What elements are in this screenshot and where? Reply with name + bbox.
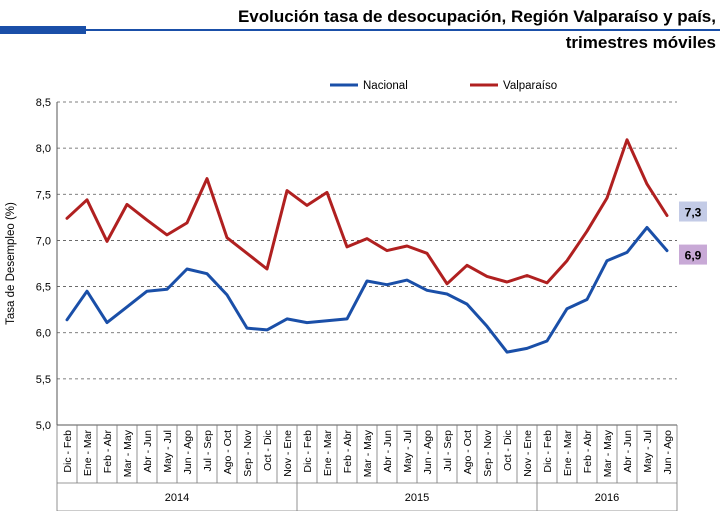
y-tick-label: 7,5	[36, 189, 51, 201]
end-label: 6,9	[685, 249, 702, 263]
x-tick-label: Dic - Feb	[62, 430, 74, 473]
x-tick-label: May - Jul	[162, 430, 174, 473]
x-tick-label: Sep - Nov	[482, 429, 494, 476]
chart-title: Evolución tasa de desocupación, Región V…	[238, 4, 716, 56]
x-tick-label: Ene - Mar	[322, 430, 334, 477]
series-line-valparaso	[65, 138, 669, 286]
y-tick-label: 6,0	[36, 328, 51, 340]
x-tick-label: Jul - Sep	[442, 430, 454, 472]
end-label: 7,3	[685, 206, 702, 220]
chart-title-line-1: Evolución tasa de desocupación, Región V…	[237, 7, 716, 26]
x-tick-label: Mar - May	[362, 429, 374, 477]
y-tick-label: 5,0	[36, 420, 51, 432]
x-tick-label: Feb - Abr	[582, 429, 594, 473]
end-label-box	[679, 244, 707, 265]
x-tick-label: Nov - Ene	[522, 430, 534, 477]
x-tick-label: Ago - Oct	[222, 430, 234, 474]
x-tick-label: Ene - Mar	[562, 430, 574, 477]
y-axis-label: Tasa de Desempleo (%)	[5, 202, 17, 325]
y-tick-label: 7,0	[36, 235, 51, 247]
x-tick-label: Sep - Nov	[242, 429, 254, 476]
y-tick-label: 6,5	[36, 282, 51, 294]
x-tick-label: Dic - Feb	[542, 430, 554, 473]
x-tick-label: Ene - Mar	[82, 430, 94, 477]
year-label: 2015	[405, 492, 429, 504]
x-tick-label: Dic - Feb	[302, 430, 314, 473]
y-tick-label: 8,5	[36, 97, 51, 109]
x-tick-label: Jun - Ago	[182, 430, 194, 475]
x-tick-label: Abr - Jun	[382, 430, 394, 473]
y-tick-label: 5,5	[36, 374, 51, 386]
x-tick-label: Mar - May	[602, 429, 614, 477]
x-tick-label: Nov - Ene	[282, 430, 294, 477]
x-tick-label: Jun - Ago	[422, 430, 434, 475]
year-label: 2016	[595, 492, 619, 504]
x-tick-label: Oct - Dic	[502, 430, 514, 471]
x-tick-label: May - Jul	[402, 430, 414, 473]
x-tick-label: Jun - Ago	[662, 430, 674, 475]
end-label-box	[679, 201, 707, 222]
x-tick-label: Oct - Dic	[262, 430, 274, 471]
x-tick-label: Ago - Oct	[462, 430, 474, 474]
year-label: 2014	[165, 492, 189, 504]
x-tick-label: Abr - Jun	[142, 430, 154, 473]
title-rule	[86, 29, 720, 31]
legend-label: Nacional	[363, 80, 408, 92]
x-tick-label: May - Jul	[642, 430, 654, 473]
x-tick-label: Abr - Jun	[622, 430, 634, 473]
series-line-nacional	[65, 226, 669, 354]
x-tick-label: Mar - May	[122, 429, 134, 477]
x-tick-label: Feb - Abr	[102, 429, 114, 473]
title-accent-bar	[0, 26, 86, 34]
legend-label: Valparaíso	[503, 80, 557, 92]
chart-title-line-2: trimestres móviles	[565, 33, 716, 52]
x-tick-label: Jul - Sep	[202, 430, 214, 472]
x-tick-label: Feb - Abr	[342, 429, 354, 473]
y-tick-label: 8,0	[36, 143, 51, 155]
